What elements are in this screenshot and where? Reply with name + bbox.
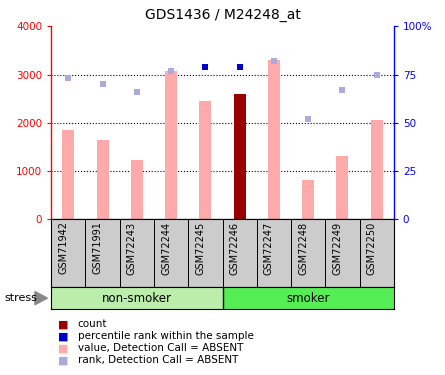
Bar [51, 287, 223, 309]
Text: GSM72245: GSM72245 [195, 221, 206, 274]
Bar [302, 180, 314, 219]
Text: percentile rank within the sample: percentile rank within the sample [78, 332, 254, 341]
Text: GSM71942: GSM71942 [58, 221, 69, 274]
Text: GSM72243: GSM72243 [127, 221, 137, 274]
Text: GSM72248: GSM72248 [298, 221, 308, 274]
Bar [97, 140, 109, 219]
Text: GSM72250: GSM72250 [367, 221, 376, 274]
Text: ■: ■ [58, 320, 69, 329]
Text: count: count [78, 320, 107, 329]
Text: ■: ■ [58, 356, 69, 365]
Text: non-smoker: non-smoker [102, 292, 172, 304]
Bar [371, 120, 383, 219]
Text: GSM72247: GSM72247 [264, 221, 274, 274]
Bar [234, 94, 246, 219]
Title: GDS1436 / M24248_at: GDS1436 / M24248_at [145, 9, 300, 22]
Bar [131, 160, 143, 219]
Text: ■: ■ [58, 332, 69, 341]
Text: GSM72249: GSM72249 [332, 221, 343, 274]
Text: GSM72244: GSM72244 [161, 221, 171, 274]
Text: rank, Detection Call = ABSENT: rank, Detection Call = ABSENT [78, 356, 238, 365]
Bar [62, 130, 74, 219]
Bar [165, 70, 177, 219]
Text: GSM72246: GSM72246 [230, 221, 239, 274]
Text: GSM71991: GSM71991 [93, 221, 103, 274]
Polygon shape [35, 292, 48, 304]
Text: ■: ■ [58, 344, 69, 353]
Text: stress: stress [4, 293, 37, 303]
Bar [336, 156, 348, 219]
Text: smoker: smoker [287, 292, 330, 304]
Bar [199, 101, 211, 219]
Bar [222, 287, 394, 309]
Bar [268, 60, 280, 219]
Text: value, Detection Call = ABSENT: value, Detection Call = ABSENT [78, 344, 243, 353]
